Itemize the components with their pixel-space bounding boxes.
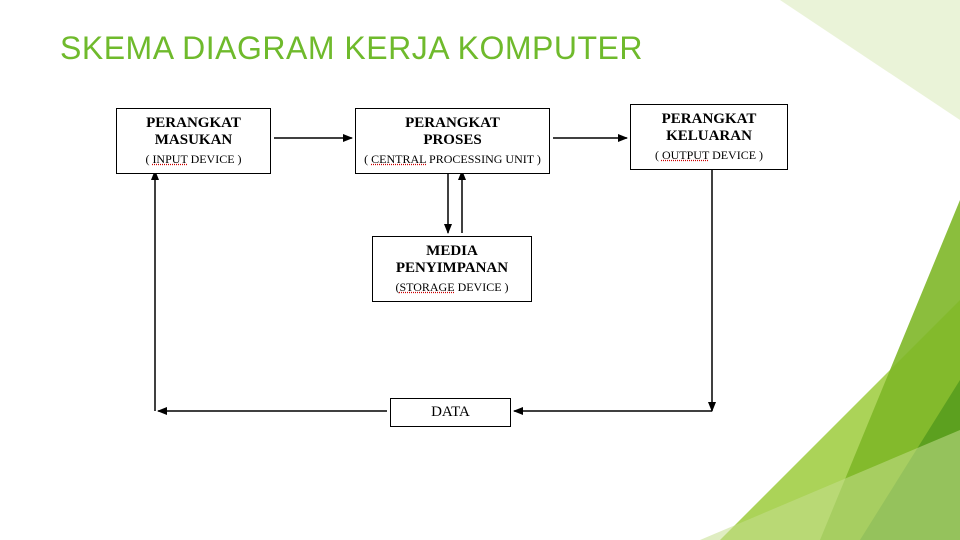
- node-input-sub-u: INPUT: [152, 152, 187, 166]
- node-storage: MEDIA PENYIMPANAN (STORAGE DEVICE ): [372, 236, 532, 302]
- node-output-sub-pre: (: [655, 148, 662, 162]
- node-input: PERANGKAT MASUKAN ( INPUT DEVICE ): [116, 108, 271, 174]
- node-storage-line1: MEDIA: [381, 243, 523, 260]
- node-output-sub-u: OUTPUT: [662, 148, 709, 162]
- node-output-line3: ( OUTPUT DEVICE ): [639, 148, 779, 164]
- node-process-line3: ( CENTRAL PROCESSING UNIT ): [364, 152, 541, 168]
- slide: SKEMA DIAGRAM KERJA KOMPUTER PERANGKAT M…: [0, 0, 960, 540]
- node-process-line1: PERANGKAT: [364, 115, 541, 132]
- node-storage-line2: PENYIMPANAN: [381, 260, 523, 277]
- node-process: PERANGKAT PROSES ( CENTRAL PROCESSING UN…: [355, 108, 550, 174]
- node-output-sub-post: DEVICE ): [709, 148, 763, 162]
- node-storage-sub-u: STORAGE: [399, 280, 454, 294]
- node-process-sub-post: PROCESSING UNIT ): [426, 152, 541, 166]
- page-title: SKEMA DIAGRAM KERJA KOMPUTER: [60, 30, 643, 67]
- node-storage-line3: (STORAGE DEVICE ): [381, 280, 523, 296]
- node-process-sub-u: CENTRAL: [371, 152, 426, 166]
- node-output-line2: KELUARAN: [639, 128, 779, 145]
- node-input-line2: MASUKAN: [125, 132, 262, 149]
- deco-triangle-4: [780, 0, 960, 120]
- node-input-line1: PERANGKAT: [125, 115, 262, 132]
- node-data-label: DATA: [396, 404, 505, 421]
- node-output-line1: PERANGKAT: [639, 111, 779, 128]
- node-input-line3: ( INPUT DEVICE ): [125, 152, 262, 168]
- node-process-line2: PROSES: [364, 132, 541, 149]
- node-storage-sub-post: DEVICE ): [455, 280, 509, 294]
- node-data: DATA: [390, 398, 511, 427]
- node-output: PERANGKAT KELUARAN ( OUTPUT DEVICE ): [630, 104, 788, 170]
- node-input-sub-post: DEVICE ): [188, 152, 242, 166]
